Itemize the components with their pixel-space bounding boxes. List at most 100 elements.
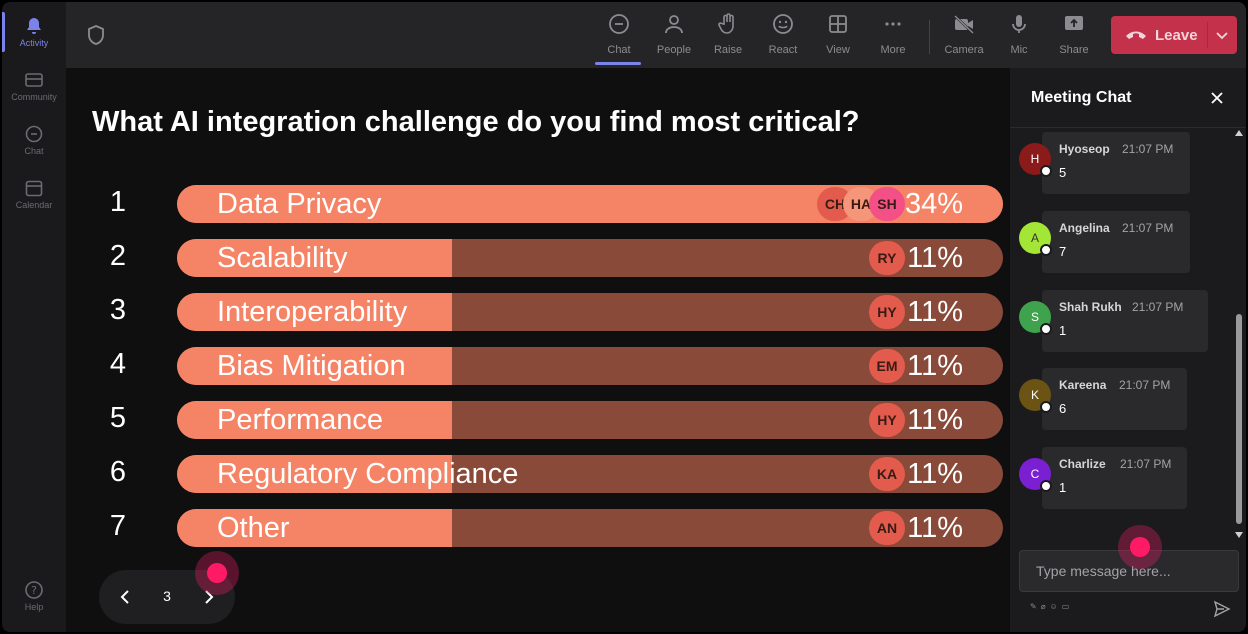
rail-item-calendar[interactable]: Calendar bbox=[2, 170, 66, 222]
active-indicator bbox=[595, 62, 641, 65]
toolbar-label: Chat bbox=[607, 44, 631, 56]
poll-option-percent: 34% bbox=[904, 188, 963, 220]
message-text: 6 bbox=[1059, 401, 1067, 416]
more-icon bbox=[885, 22, 901, 26]
poll-option-fill bbox=[177, 293, 452, 331]
scroll-up-arrow[interactable] bbox=[1235, 130, 1243, 136]
emoji-icon[interactable]: ☺ bbox=[1049, 602, 1058, 611]
toolbar-mic-button[interactable]: Mic bbox=[994, 12, 1044, 64]
rail-item-chat[interactable]: Chat bbox=[2, 116, 66, 168]
poll-option-number: 5 bbox=[109, 402, 127, 434]
close-icon[interactable] bbox=[1209, 90, 1225, 106]
message-text: 1 bbox=[1059, 323, 1067, 338]
poll-option-percent: 11% bbox=[907, 404, 963, 436]
poll-option-percent: 11% bbox=[907, 296, 963, 328]
message-text: 1 bbox=[1059, 480, 1067, 495]
meeting-chat-panel: Meeting Chat Hyoseop 21:07 PM 5 H Angelina 21… bbox=[1010, 68, 1246, 632]
voter-avatar: HY bbox=[869, 403, 905, 437]
rail-item-community[interactable]: Community bbox=[2, 62, 66, 114]
toolbar-camera-button[interactable]: Camera bbox=[939, 12, 989, 64]
poll-option-percent: 11% bbox=[907, 512, 963, 544]
app-rail: Activity Community Chat Calendar ? Help bbox=[2, 2, 66, 632]
rail-item-help[interactable]: ? Help bbox=[2, 572, 66, 624]
toolbar-more-button[interactable]: More bbox=[868, 12, 918, 64]
toolbar-label: People bbox=[656, 44, 692, 56]
rail-label: Community bbox=[11, 92, 57, 102]
rail-label: Chat bbox=[24, 146, 44, 156]
poll-option-bar[interactable]: Bias Mitigation EM 11% bbox=[177, 347, 1003, 385]
chat-scrollbar[interactable] bbox=[1234, 130, 1244, 542]
scroll-thumb[interactable] bbox=[1236, 314, 1242, 524]
poll-option-label: Regulatory Compliance bbox=[217, 458, 519, 490]
voter-avatar: EM bbox=[869, 349, 905, 383]
poll-option-fill bbox=[177, 239, 452, 277]
chat-message[interactable]: Angelina 21:07 PM 7 bbox=[1042, 211, 1190, 273]
message-text: 5 bbox=[1059, 165, 1067, 180]
chat-message[interactable]: Kareena 21:07 PM 6 bbox=[1042, 368, 1187, 430]
chat-title: Meeting Chat bbox=[1031, 89, 1132, 106]
leave-button[interactable]: Leave bbox=[1111, 16, 1237, 54]
message-sender: Kareena bbox=[1059, 378, 1107, 392]
presence-dot bbox=[1040, 165, 1052, 177]
chat-message[interactable]: Shah Rukh 21:07 PM 1 bbox=[1042, 290, 1208, 352]
avatar[interactable]: S bbox=[1019, 301, 1052, 335]
chat-message[interactable]: Hyoseop 21:07 PM 5 bbox=[1042, 132, 1190, 194]
presence-dot bbox=[1040, 480, 1052, 492]
format-icon[interactable]: ✎ bbox=[1030, 602, 1037, 611]
poll-option-bar[interactable]: Performance HY 11% bbox=[177, 401, 1003, 439]
poll-stage: What AI integration challenge do you fin… bbox=[66, 68, 1010, 632]
poll-option-bar[interactable]: Data Privacy CH HA SH 34% bbox=[177, 185, 1003, 223]
avatar[interactable]: K bbox=[1019, 379, 1052, 413]
toolbar-people-button[interactable]: People bbox=[649, 12, 699, 64]
gif-icon[interactable]: ▭ bbox=[1061, 602, 1070, 611]
poll-option-bar[interactable]: Regulatory Compliance KA 11% bbox=[177, 455, 1003, 493]
shield-icon[interactable] bbox=[86, 24, 106, 46]
attach-icon[interactable]: ⌀ bbox=[1040, 602, 1046, 611]
poll-option-label: Interoperability bbox=[217, 296, 408, 328]
chat-message-input[interactable] bbox=[1020, 551, 1238, 591]
toolbar-label: Share bbox=[1059, 44, 1089, 56]
voter-avatar: HY bbox=[869, 295, 905, 329]
toolbar-chat-button[interactable]: Chat bbox=[594, 12, 644, 65]
poll-option-label: Data Privacy bbox=[217, 188, 382, 220]
rail-label: Activity bbox=[19, 38, 49, 48]
toolbar-share-button[interactable]: Share bbox=[1049, 12, 1099, 64]
mic-icon bbox=[1012, 15, 1026, 33]
chat-icon bbox=[25, 125, 43, 143]
voter-avatar: RY bbox=[869, 241, 905, 275]
avatar[interactable]: A bbox=[1019, 222, 1052, 256]
poll-option-label: Bias Mitigation bbox=[217, 350, 406, 382]
svg-text:?: ? bbox=[31, 584, 37, 597]
poll-option-number: 7 bbox=[109, 510, 127, 542]
poll-option-bar[interactable]: Other AN 11% bbox=[177, 509, 1003, 547]
poll-option-bar[interactable]: Interoperability HY 11% bbox=[177, 293, 1003, 331]
toolbar-raise-button[interactable]: Raise bbox=[703, 12, 753, 64]
message-sender: Shah Rukh bbox=[1059, 300, 1122, 314]
toolbar-react-button[interactable]: React bbox=[758, 12, 808, 64]
avatar[interactable]: C bbox=[1019, 458, 1052, 492]
rail-item-activity[interactable]: Activity bbox=[2, 8, 66, 60]
avatar[interactable]: H bbox=[1019, 143, 1052, 177]
toolbar-view-button[interactable]: View bbox=[813, 12, 863, 64]
chat-icon bbox=[609, 14, 629, 34]
avatar-initial: C bbox=[1030, 467, 1040, 481]
avatar-initial: S bbox=[1030, 310, 1039, 324]
leave-divider bbox=[1207, 22, 1208, 48]
laser-pointer bbox=[1118, 525, 1162, 569]
toolbar-label: Raise bbox=[713, 44, 743, 56]
chevron-left-icon[interactable] bbox=[115, 587, 135, 607]
chat-compose-box[interactable] bbox=[1019, 550, 1239, 592]
poll-option-fill bbox=[177, 401, 452, 439]
message-text: 7 bbox=[1059, 244, 1067, 259]
rail-label: Calendar bbox=[15, 200, 53, 210]
phone-hangup-icon bbox=[1126, 31, 1146, 39]
message-sender: Charlize bbox=[1059, 457, 1106, 471]
chevron-right-icon[interactable] bbox=[199, 587, 219, 607]
poll-option-bar[interactable]: Scalability RY 11% bbox=[177, 239, 1003, 277]
toolbar-label: Mic bbox=[1010, 44, 1028, 56]
chat-message[interactable]: Charlize 21:07 PM 1 bbox=[1042, 447, 1187, 509]
chevron-down-icon[interactable] bbox=[1215, 28, 1229, 42]
send-icon[interactable] bbox=[1213, 600, 1231, 618]
presence-dot bbox=[1040, 401, 1052, 413]
scroll-down-arrow[interactable] bbox=[1235, 532, 1243, 538]
